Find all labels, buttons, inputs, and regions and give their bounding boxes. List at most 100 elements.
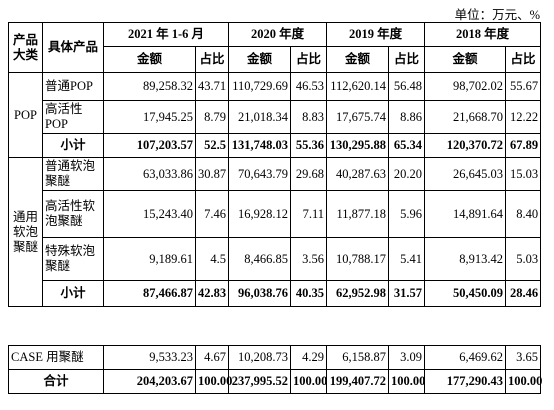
cell: 40.35	[290, 280, 328, 307]
cell: 199,407.72	[326, 369, 390, 394]
cell: 5.96	[388, 190, 426, 238]
cell: 7.46	[194, 190, 230, 238]
cell: 2019 年度	[326, 22, 426, 47]
cell: 62,952.98	[326, 280, 390, 307]
cell: 21,668.70	[424, 100, 507, 134]
cell: 3.65	[505, 345, 542, 370]
cell: 普通软泡聚醚	[42, 157, 104, 191]
cell: 28.46	[505, 280, 542, 307]
cell: 100.00	[290, 369, 327, 394]
cell: 63,033.86	[103, 157, 196, 191]
cell: 204,203.67	[103, 369, 197, 394]
cell: 普通POP	[42, 72, 104, 101]
cell: 4.5	[194, 237, 230, 281]
cell: 8.40	[505, 190, 542, 238]
cell: 12.22	[505, 100, 542, 134]
cell: 6,469.62	[424, 345, 507, 370]
cell: 6,158.87	[326, 345, 390, 370]
cell: 合计	[7, 369, 105, 394]
cell: 5.03	[505, 237, 542, 281]
cell: 177,290.43	[424, 369, 507, 394]
cell: 8,913.42	[424, 237, 507, 281]
cell: 占比	[290, 46, 328, 73]
cell: 占比	[388, 46, 426, 73]
cell: 16,928.12	[228, 190, 292, 238]
row: 产品大类 具体产品 2021 年 1-6 月 2020 年度 2019 年度 2018 年…	[8, 22, 542, 73]
cell: 通用软泡聚醚	[8, 157, 43, 307]
cell: 9,189.61	[103, 237, 196, 281]
row: CASE 用聚醚 9,533.23 4.67 10,208.73 4.29 6,158.8…	[7, 345, 542, 370]
cell: 43.71	[194, 72, 230, 101]
cell: 131,748.03	[228, 133, 292, 158]
cell: 7.11	[290, 190, 328, 238]
cell: 26,645.03	[424, 157, 507, 191]
row: 特殊软泡聚醚 9,189.61 4.5 8,466.85 3.56 10,788.17 5.…	[9, 237, 542, 281]
cell: 42.83	[194, 280, 230, 307]
row: 高活性软泡聚醚 15,243.40 7.46 16,928.12 7.11 11,877.…	[9, 190, 542, 238]
cell: 67.89	[505, 133, 542, 158]
cell: 15.03	[505, 157, 542, 191]
cell: 金额	[326, 46, 390, 73]
cell: 2018 年度	[424, 22, 542, 47]
cell: 98,702.02	[424, 72, 507, 101]
row: 合计 204,203.67 100.00 237,995.52 100.00 199,40…	[7, 369, 542, 394]
row: POP 普通POP 89,258.32 43.71 110,729.69 46.53 112…	[8, 72, 542, 158]
cell: 87,466.87	[103, 280, 196, 307]
cell: 2021 年 1-6 月	[102, 22, 230, 47]
cell: 特殊软泡聚醚	[42, 237, 104, 281]
cell: 130,295.88	[326, 133, 390, 158]
cell: 56.48	[388, 72, 426, 101]
cell: 8.83	[290, 100, 328, 134]
cell: 46.53	[290, 72, 328, 101]
cell: 29.68	[290, 157, 328, 191]
cell: 金额	[424, 46, 507, 73]
row: 高活性POP 17,945.25 8.79 21,018.34 8.83 17,675.7…	[9, 100, 542, 134]
cell: 金额	[228, 46, 292, 73]
cell: 占比	[505, 46, 542, 73]
cell: 237,995.52	[228, 369, 292, 394]
cell: 120,370.72	[424, 133, 507, 158]
row: 金额 占比 金额 占比 金额 占比 金额 占比	[9, 46, 542, 73]
cell: 8.79	[194, 100, 230, 134]
cell: 5.41	[388, 237, 426, 281]
cell: 10,788.17	[326, 237, 390, 281]
cell: 4.29	[290, 345, 328, 370]
cell: 107,203.57	[103, 133, 196, 158]
cell: 10,208.73	[228, 345, 292, 370]
cell: 14,891.64	[424, 190, 507, 238]
cell: 占比	[194, 46, 230, 73]
cell: 112,620.14	[326, 72, 390, 101]
main-table: 产品大类 具体产品 2021 年 1-6 月 2020 年度 2019 年度 2018 年…	[8, 22, 542, 307]
cell: CASE 用聚醚	[7, 345, 105, 370]
cell: 高活性软泡聚醚	[42, 190, 104, 238]
cell: 50,450.09	[424, 280, 507, 307]
row: 小计 107,203.57 52.5 131,748.03 55.36 130,295.8…	[9, 133, 542, 158]
cell: 21,018.34	[228, 100, 292, 134]
cell: 52.5	[194, 133, 230, 158]
cell: 2020 年度	[228, 22, 328, 47]
cell: 8.86	[388, 100, 426, 134]
unit-note: 单位：万元、%	[454, 8, 540, 22]
cell: 17,945.25	[103, 100, 196, 134]
cell: 小计	[42, 133, 104, 158]
cell: 15,243.40	[103, 190, 196, 238]
row: 通用软泡聚醚 普通软泡聚醚 63,033.86 30.87 70,643.79 29.68…	[8, 157, 542, 307]
totals-table: CASE 用聚醚 9,533.23 4.67 10,208.73 4.29 6,158.8…	[7, 345, 542, 394]
cell: 17,675.74	[326, 100, 390, 134]
cell: 40,287.63	[326, 157, 390, 191]
cell: 3.56	[290, 237, 328, 281]
cell: 具体产品	[42, 22, 104, 73]
cell: 产品大类	[8, 22, 43, 73]
cell: 金额	[103, 46, 196, 73]
cell: 110,729.69	[228, 72, 292, 101]
cell: 31.57	[388, 280, 426, 307]
cell: 9,533.23	[103, 345, 197, 370]
cell: 3.09	[388, 345, 426, 370]
cell: 8,466.85	[228, 237, 292, 281]
cell: 65.34	[388, 133, 426, 158]
cell: 小计	[42, 280, 104, 307]
cell: 55.67	[505, 72, 542, 101]
cell: 70,643.79	[228, 157, 292, 191]
cell: 55.36	[290, 133, 328, 158]
